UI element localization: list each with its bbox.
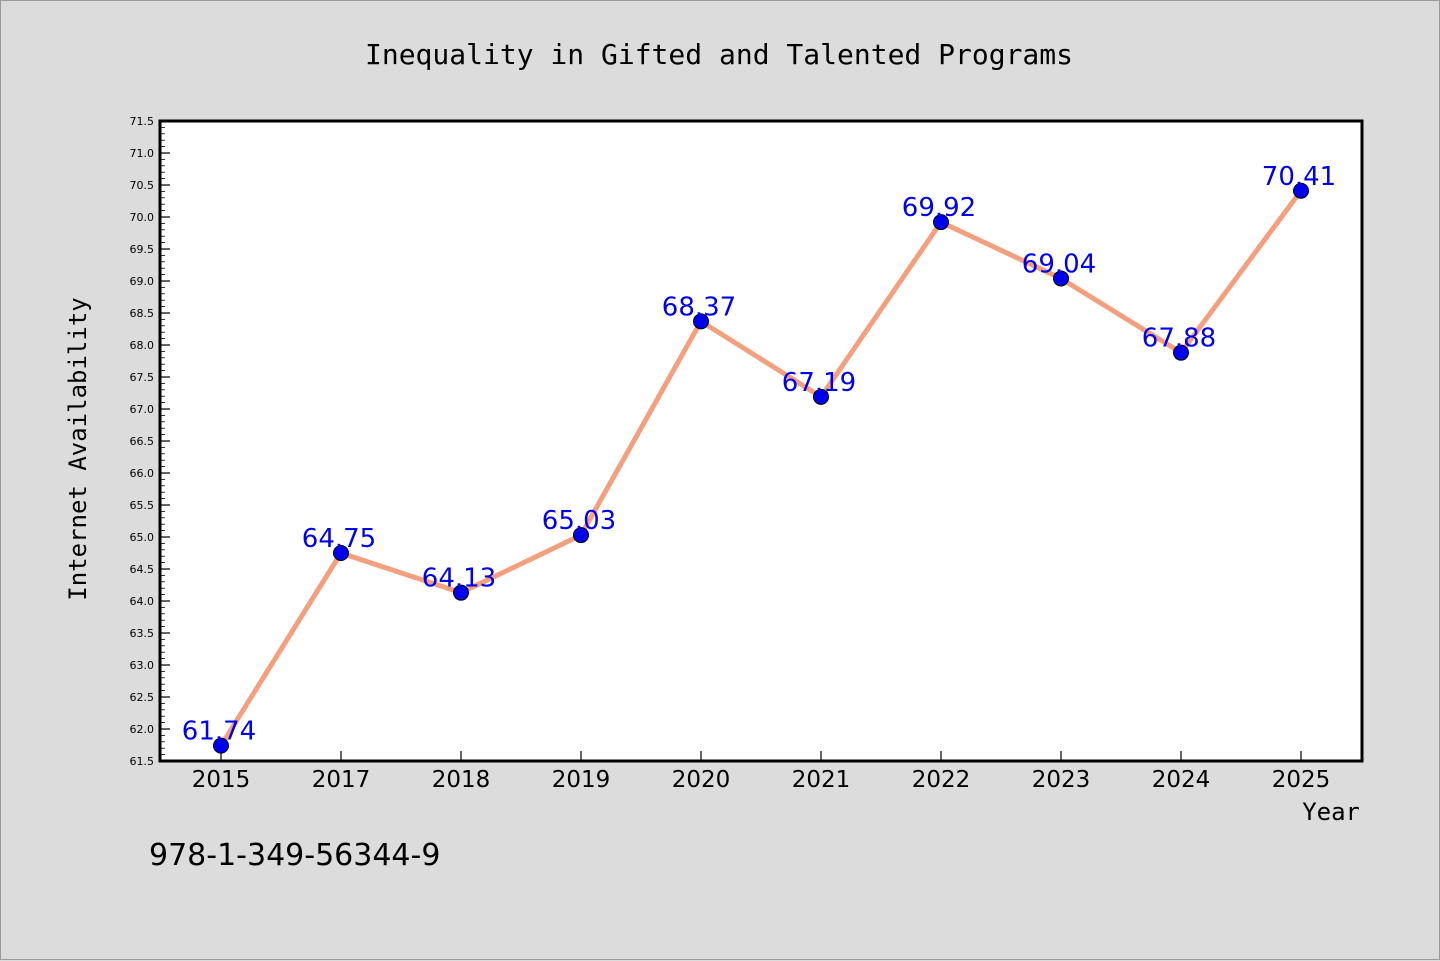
y-tick-label: 68.5 xyxy=(130,307,155,320)
data-label: 64.13 xyxy=(422,564,496,594)
x-axis-label: Year xyxy=(1302,798,1360,826)
data-point xyxy=(813,388,829,405)
data-label: 61.74 xyxy=(182,717,256,747)
y-tick-label: 67.0 xyxy=(130,403,155,416)
y-tick-label: 66.0 xyxy=(130,467,155,480)
y-tick-label: 65.5 xyxy=(130,499,155,512)
y-tick-label: 71.5 xyxy=(130,115,155,128)
y-tick-label: 68.0 xyxy=(130,339,155,352)
y-tick-label: 64.5 xyxy=(130,563,155,576)
y-tick-label: 67.5 xyxy=(130,371,155,384)
y-tick-label: 70.0 xyxy=(130,211,155,224)
data-label: 70.41 xyxy=(1262,162,1336,192)
x-tick-label: 2024 xyxy=(1152,767,1211,793)
data-label: 67.88 xyxy=(1142,324,1216,354)
y-tick-label: 69.5 xyxy=(130,243,155,256)
y-tick-label: 61.5 xyxy=(130,755,155,768)
data-point xyxy=(693,313,709,330)
y-tick-label: 65.0 xyxy=(130,531,155,544)
data-point xyxy=(453,584,469,601)
y-axis: 61.5 62.0 62.5 63.0 63.5 64.0 64.5 65.0 65.5 66.0… xyxy=(130,115,170,768)
data-point xyxy=(333,545,349,561)
x-tick-label: 2025 xyxy=(1272,767,1331,793)
plot-area xyxy=(158,119,1364,763)
x-tick-label: 2018 xyxy=(432,767,491,793)
x-tick-label: 2017 xyxy=(312,767,371,793)
data-label: 69.92 xyxy=(902,193,976,223)
x-axis: 2015 2017 2018 2019 2020 2021 2022 2023 2024 2025 xyxy=(192,751,1331,793)
y-tick-label: 63.0 xyxy=(130,659,155,672)
x-tick-label: 2023 xyxy=(1032,767,1091,793)
data-point xyxy=(213,737,229,754)
data-point xyxy=(1293,182,1309,199)
y-tick-label: 69.0 xyxy=(130,275,155,288)
y-tick-label: 63.5 xyxy=(130,627,155,640)
y-tick-label: 66.5 xyxy=(130,435,155,448)
data-label: 68.37 xyxy=(662,292,736,322)
footer-code: 978-1-349-56344-9 xyxy=(149,838,440,873)
chart-title: Inequality in Gifted and Talented Progra… xyxy=(365,38,1073,71)
data-point xyxy=(573,527,589,544)
series-line-group xyxy=(218,188,1304,749)
x-tick-label: 2022 xyxy=(912,767,971,793)
series-line xyxy=(218,188,1304,749)
data-label: 65.03 xyxy=(542,506,616,536)
y-tick-label: 71.0 xyxy=(130,147,155,160)
x-tick-label: 2021 xyxy=(792,767,851,793)
data-point xyxy=(1053,270,1069,287)
data-label: 67.19 xyxy=(782,368,856,398)
x-tick-label: 2015 xyxy=(192,767,251,793)
x-tick-label: 2020 xyxy=(672,767,731,793)
markers-group xyxy=(213,182,1309,754)
x-tick-label: 2019 xyxy=(552,767,611,793)
data-label: 69.04 xyxy=(1022,249,1096,279)
data-point xyxy=(933,214,949,231)
y-axis-label: Internet Availability xyxy=(64,297,92,600)
y-tick-label: 64.0 xyxy=(130,595,155,608)
data-label: 64.75 xyxy=(302,524,376,554)
y-tick-label: 70.5 xyxy=(130,179,155,192)
data-labels-group: 61.74 64.75 64.13 65.03 68.37 67.19 69.92 69.04… xyxy=(182,162,1336,747)
data-point xyxy=(1173,344,1189,361)
y-tick-label: 62.0 xyxy=(130,723,155,736)
y-tick-label: 62.5 xyxy=(130,691,155,704)
